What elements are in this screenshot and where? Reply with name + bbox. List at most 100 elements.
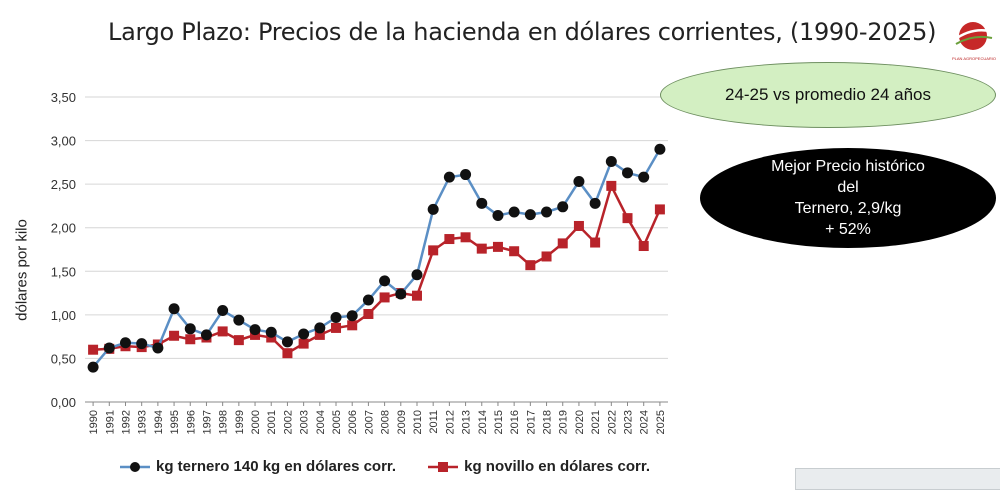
y-tick-label-0: 0,00: [51, 395, 76, 410]
series-0-point-23: [460, 169, 472, 181]
series-0-point-26: [508, 206, 520, 218]
x-tick-label-29: 2019: [558, 410, 570, 434]
series-1-point-34: [638, 241, 649, 252]
series-0-point-7: [200, 329, 212, 341]
x-tick-label-6: 1996: [185, 410, 197, 434]
series-0-point-31: [589, 197, 601, 209]
legend-item-ternero: kg ternero 140 kg en dólares corr.: [120, 458, 396, 475]
x-tick-label-15: 2005: [331, 410, 343, 434]
x-tick-label-3: 1993: [137, 410, 149, 434]
x-tick-label-4: 1994: [153, 410, 165, 434]
series-1-point-14: [314, 329, 325, 340]
x-tick-label-27: 2017: [525, 410, 537, 434]
series-0-point-10: [249, 324, 261, 336]
x-tick-label-35: 2025: [655, 410, 667, 434]
series-0-point-24: [476, 197, 488, 209]
x-tick-label-10: 2000: [250, 410, 262, 434]
series-1-point-18: [379, 292, 390, 303]
series-0-point-20: [411, 269, 423, 281]
series-0-point-14: [314, 322, 326, 334]
series-line-1: [93, 182, 662, 355]
plan-agropecuario-logo: PLAN AGROPECUARIO: [948, 16, 998, 64]
legend: kg ternero 140 kg en dólares corr. kg no…: [120, 458, 650, 475]
chart-title: Largo Plazo: Precios de la hacienda en d…: [108, 18, 937, 46]
x-tick-label-8: 1998: [218, 410, 230, 434]
x-tick-label-34: 2024: [639, 410, 651, 434]
series-0-point-4: [152, 342, 164, 354]
x-tick-label-5: 1995: [169, 410, 181, 434]
y-tick-label-2: 1,00: [51, 308, 76, 323]
series-1-point-33: [622, 213, 633, 224]
series-1-point-17: [363, 308, 374, 319]
series-0-point-9: [233, 314, 245, 326]
legend-item-novillo: kg novillo en dólares corr.: [428, 458, 650, 475]
series-0-point-19: [395, 288, 407, 300]
series-1-point-27: [525, 260, 536, 271]
series-0-point-25: [492, 210, 504, 222]
x-tick-label-1: 1991: [104, 410, 116, 434]
y-tick-label-4: 2,00: [51, 221, 76, 236]
legend-swatch-novillo: [428, 461, 459, 472]
x-tick-label-32: 2022: [606, 410, 618, 434]
series-1-point-29: [557, 238, 568, 249]
x-tick-label-25: 2015: [493, 410, 505, 434]
logo-text: PLAN AGROPECUARIO: [951, 56, 996, 61]
series-1-point-25: [492, 241, 503, 252]
series-1-point-24: [476, 243, 487, 254]
series-0-point-2: [119, 337, 131, 349]
series-1-point-6: [185, 334, 196, 345]
series-1-point-30: [573, 220, 584, 231]
series-1-point-22: [444, 234, 455, 245]
series-0-point-29: [557, 201, 569, 213]
series-0-point-3: [136, 338, 148, 350]
series-0-point-11: [265, 326, 277, 338]
x-tick-label-26: 2016: [509, 410, 521, 434]
series-0-point-1: [103, 342, 115, 354]
series-1-point-31: [590, 237, 601, 248]
series-1-point-21: [428, 245, 439, 256]
x-tick-label-12: 2002: [282, 410, 294, 434]
series-0-point-8: [217, 305, 229, 316]
series-1-point-0: [88, 344, 99, 355]
x-tick-label-19: 2009: [396, 410, 408, 434]
series-0-point-22: [443, 171, 455, 183]
x-tick-label-14: 2004: [315, 410, 327, 434]
series-1-point-5: [169, 330, 180, 341]
x-tick-label-18: 2008: [380, 410, 392, 434]
series-0-point-5: [168, 303, 180, 315]
series-0-point-34: [638, 171, 650, 183]
series-1-point-16: [347, 320, 358, 331]
series-0-point-16: [346, 310, 358, 322]
series-0-point-28: [541, 206, 553, 218]
series-0-point-33: [622, 167, 634, 179]
series-0-point-13: [298, 328, 310, 340]
logo-emblem-icon: [953, 22, 995, 50]
series-1-point-32: [606, 180, 617, 191]
series-0-point-35: [654, 143, 666, 155]
x-tick-label-30: 2020: [574, 410, 586, 434]
series-0-point-21: [427, 203, 439, 215]
legend-swatch-ternero: [120, 461, 150, 472]
x-tick-label-16: 2006: [347, 410, 359, 434]
series-1-point-26: [509, 246, 520, 257]
x-tick-label-22: 2012: [444, 410, 456, 434]
x-tick-label-11: 2001: [266, 410, 278, 434]
series-1-point-35: [654, 204, 665, 215]
x-tick-label-21: 2011: [428, 410, 440, 434]
x-tick-label-23: 2013: [461, 410, 473, 434]
series-0-point-17: [362, 294, 374, 306]
legend-label-ternero: kg ternero 140 kg en dólares corr.: [156, 458, 397, 475]
series-1-point-8: [217, 326, 228, 337]
x-tick-label-17: 2007: [363, 410, 375, 434]
x-tick-label-13: 2003: [299, 410, 311, 434]
y-tick-label-3: 1,50: [51, 264, 76, 279]
series-0-point-30: [573, 176, 585, 188]
series-0-point-15: [330, 311, 342, 323]
series-1-point-23: [460, 232, 471, 243]
x-tick-label-33: 2023: [623, 410, 635, 434]
x-tick-label-0: 1990: [88, 410, 100, 434]
series-1-point-12: [282, 348, 293, 359]
y-tick-label-6: 3,00: [51, 134, 76, 149]
annotation-best-price: Mejor Precio histórico del Ternero, 2,9/…: [700, 148, 996, 248]
